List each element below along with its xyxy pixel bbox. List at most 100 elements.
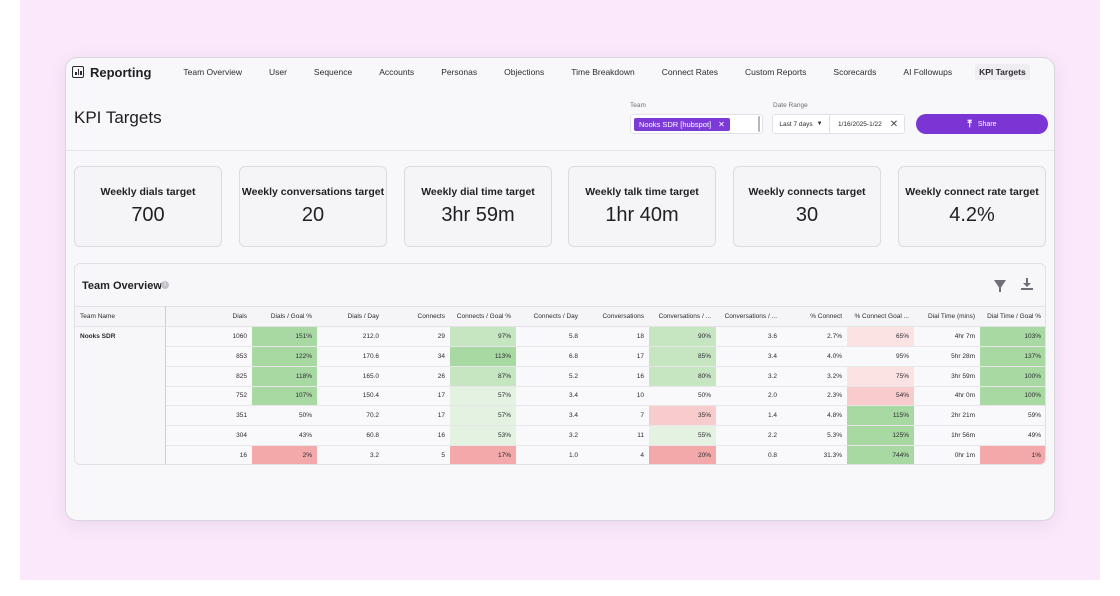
column-header[interactable]: Dial Time / Goal % <box>980 306 1045 327</box>
goal-cell: 49% <box>980 425 1045 447</box>
table-cell: 17 <box>384 386 450 407</box>
goal-cell: 103% <box>980 326 1045 347</box>
kpi-value: 700 <box>131 204 165 226</box>
goal-cell: 57% <box>450 405 516 427</box>
column-header[interactable]: Conversations / ... <box>649 306 716 327</box>
goal-cell: 125% <box>847 425 914 447</box>
column-header[interactable]: Dials / Goal % <box>252 306 317 327</box>
kpi-value: 3hr 59m <box>441 204 515 226</box>
goal-cell: 43% <box>252 425 317 447</box>
goal-cell: 53% <box>450 425 516 447</box>
kpi-card-connect-rate: Weekly connect rate target 4.2% <box>898 166 1046 247</box>
table-cell: 5hr 28m <box>914 346 980 367</box>
team-name-cell: Nooks SDR <box>75 326 166 464</box>
table-cell: 4.8% <box>782 405 847 427</box>
filter-icon[interactable] <box>994 280 1006 292</box>
goal-cell: 113% <box>450 346 516 367</box>
column-header[interactable]: Team Name <box>75 306 166 327</box>
nav-ai-followups[interactable]: AI Followups <box>903 67 953 77</box>
team-overview-table: Team Name Dials Dials / Goal % Dials / D… <box>75 306 1045 464</box>
page-title: KPI Targets <box>74 108 162 127</box>
nav-items: Team Overview User Sequence Accounts Per… <box>179 64 1048 80</box>
table-cell: 170.6 <box>317 346 384 367</box>
close-icon[interactable]: ✕ <box>889 118 899 130</box>
nav-time-breakdown[interactable]: Time Breakdown <box>571 67 635 77</box>
table-cell: 5.3% <box>782 425 847 447</box>
team-select[interactable]: Nooks SDR [hubspot] ✕ <box>630 114 763 134</box>
goal-cell: 75% <box>847 366 914 387</box>
kpi-label: Weekly talk time target <box>585 186 699 198</box>
table-cell: 29 <box>384 326 450 347</box>
column-header[interactable]: % Connect <box>782 306 847 327</box>
nav-team-overview[interactable]: Team Overview <box>183 67 242 77</box>
kpi-value: 30 <box>795 204 819 226</box>
table-cell: 5.2 <box>516 366 583 387</box>
column-header[interactable]: Dials <box>165 306 252 327</box>
goal-cell: 80% <box>649 366 716 387</box>
top-nav: Reporting Team Overview User Sequence Ac… <box>66 58 1054 86</box>
table-cell: 1060 <box>165 326 252 347</box>
brand-label: Reporting <box>90 64 152 80</box>
nav-connect-rates[interactable]: Connect Rates <box>661 67 718 77</box>
kpi-value: 4.2% <box>949 204 995 226</box>
table-cell: 17 <box>583 346 649 367</box>
table-cell: 0.8 <box>716 445 782 464</box>
column-header[interactable]: Conversations / ... <box>716 306 782 327</box>
table-cell: 5 <box>384 445 450 464</box>
table-cell: 7 <box>583 405 649 427</box>
column-header[interactable]: Connects <box>384 306 450 327</box>
header-divider <box>66 150 1054 151</box>
table-cell: 6.8 <box>516 346 583 367</box>
table-cell: 70.2 <box>317 405 384 427</box>
table-cell: 4hr 0m <box>914 386 980 407</box>
download-icon[interactable] <box>1021 278 1033 290</box>
table-cell: 3.4 <box>516 386 583 407</box>
goal-cell: 55% <box>649 425 716 447</box>
table-cell: 16 <box>165 445 252 464</box>
nav-scorecards[interactable]: Scorecards <box>833 67 877 77</box>
team-overview-panel: Team Overview i Team Name Dials Dials / … <box>74 263 1046 465</box>
table-cell: 2.2 <box>716 425 782 447</box>
nav-sequence[interactable]: Sequence <box>313 67 353 77</box>
date-range-input[interactable]: 1/16/2025-1/22 <box>838 120 882 128</box>
chevron-down-icon: ▼ <box>816 121 823 127</box>
kpi-label: Weekly connects target <box>748 186 866 198</box>
table-cell: 16 <box>384 425 450 447</box>
team-select-scrollbar[interactable] <box>758 116 760 132</box>
date-preset-select[interactable]: Last 7 days ▼ <box>773 115 830 133</box>
table-cell: 31.3% <box>782 445 847 464</box>
goal-cell: 97% <box>450 326 516 347</box>
nav-user[interactable]: User <box>268 67 287 77</box>
column-header[interactable]: Connects / Goal % <box>450 306 516 327</box>
nav-objections[interactable]: Objections <box>504 67 545 77</box>
info-icon[interactable]: i <box>161 281 169 289</box>
date-preset-label: Last 7 days <box>779 120 813 128</box>
nav-accounts[interactable]: Accounts <box>379 67 415 77</box>
table-cell: 212.0 <box>317 326 384 347</box>
team-overview-title: Team Overview <box>82 280 162 292</box>
table-cell: 3.2 <box>317 445 384 464</box>
column-header[interactable]: Connects / Day <box>516 306 583 327</box>
column-header[interactable]: % Connect Goal ... <box>847 306 914 327</box>
table-cell: 34 <box>384 346 450 367</box>
column-header[interactable]: Dials / Day <box>317 306 384 327</box>
nav-custom-reports[interactable]: Custom Reports <box>744 67 807 77</box>
goal-cell: 744% <box>847 445 914 464</box>
kpi-card-connects: Weekly connects target 30 <box>733 166 881 247</box>
column-header[interactable]: Conversations <box>583 306 649 327</box>
brand: Reporting <box>72 65 151 80</box>
goal-cell: 137% <box>980 346 1045 367</box>
date-range-label: Date Range <box>773 102 808 109</box>
team-filter-label: Team <box>630 102 646 109</box>
table-row: 16 2% 3.2 5 17% 1.0 4 20% 0.8 31.3% 744% 0hr 1m 1% <box>75 445 1045 464</box>
close-icon[interactable]: ✕ <box>718 119 725 129</box>
nav-kpi-targets[interactable]: KPI Targets <box>975 64 1030 80</box>
table-cell: 3hr 59m <box>914 366 980 387</box>
table-cell: 2hr 21m <box>914 405 980 427</box>
table-cell: 17 <box>384 405 450 427</box>
column-header[interactable]: Dial Time (mins) <box>914 306 980 327</box>
table-cell: 16 <box>583 366 649 387</box>
nav-personas[interactable]: Personas <box>441 67 478 77</box>
table-cell: 0hr 1m <box>914 445 980 464</box>
share-button[interactable]: ⤒ Share <box>916 114 1048 134</box>
